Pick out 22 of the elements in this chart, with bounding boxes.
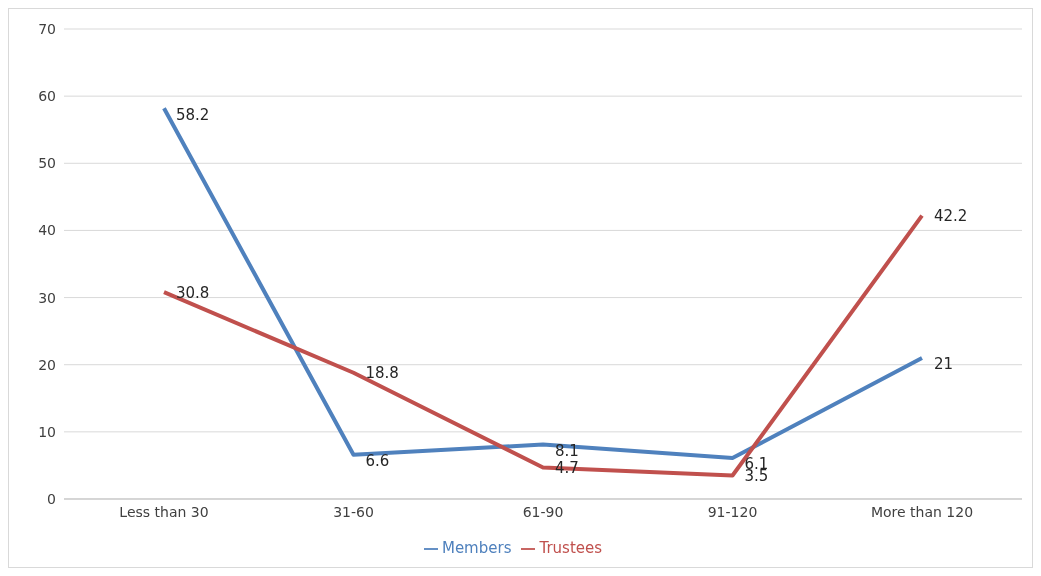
legend-label: Trustees bbox=[539, 539, 603, 557]
y-tick-label: 60 bbox=[38, 88, 56, 105]
data-label: 30.8 bbox=[176, 283, 210, 302]
data-label: 18.8 bbox=[365, 364, 399, 383]
y-tick-label: 40 bbox=[38, 222, 56, 239]
data-label: 21 bbox=[934, 355, 954, 374]
data-label: 6.6 bbox=[365, 452, 390, 471]
y-tick-label: 10 bbox=[38, 423, 56, 440]
legend-label: Members bbox=[441, 539, 512, 557]
data-label: 42.2 bbox=[934, 206, 968, 225]
x-tick-label: 31-60 bbox=[333, 503, 374, 520]
y-tick-label: 20 bbox=[38, 356, 56, 373]
data-label: 4.7 bbox=[555, 458, 579, 477]
y-tick-label: 70 bbox=[38, 20, 56, 37]
x-tick-label: 61-90 bbox=[522, 503, 564, 520]
x-tick-label: More than 120 bbox=[870, 503, 974, 520]
x-tick-label: 91-120 bbox=[707, 503, 758, 520]
y-tick-label: 50 bbox=[38, 155, 56, 172]
data-label: 58.2 bbox=[176, 105, 210, 124]
y-tick-label: 0 bbox=[47, 490, 56, 507]
y-tick-label: 30 bbox=[38, 289, 56, 306]
x-tick-label: Less than 30 bbox=[119, 503, 209, 520]
